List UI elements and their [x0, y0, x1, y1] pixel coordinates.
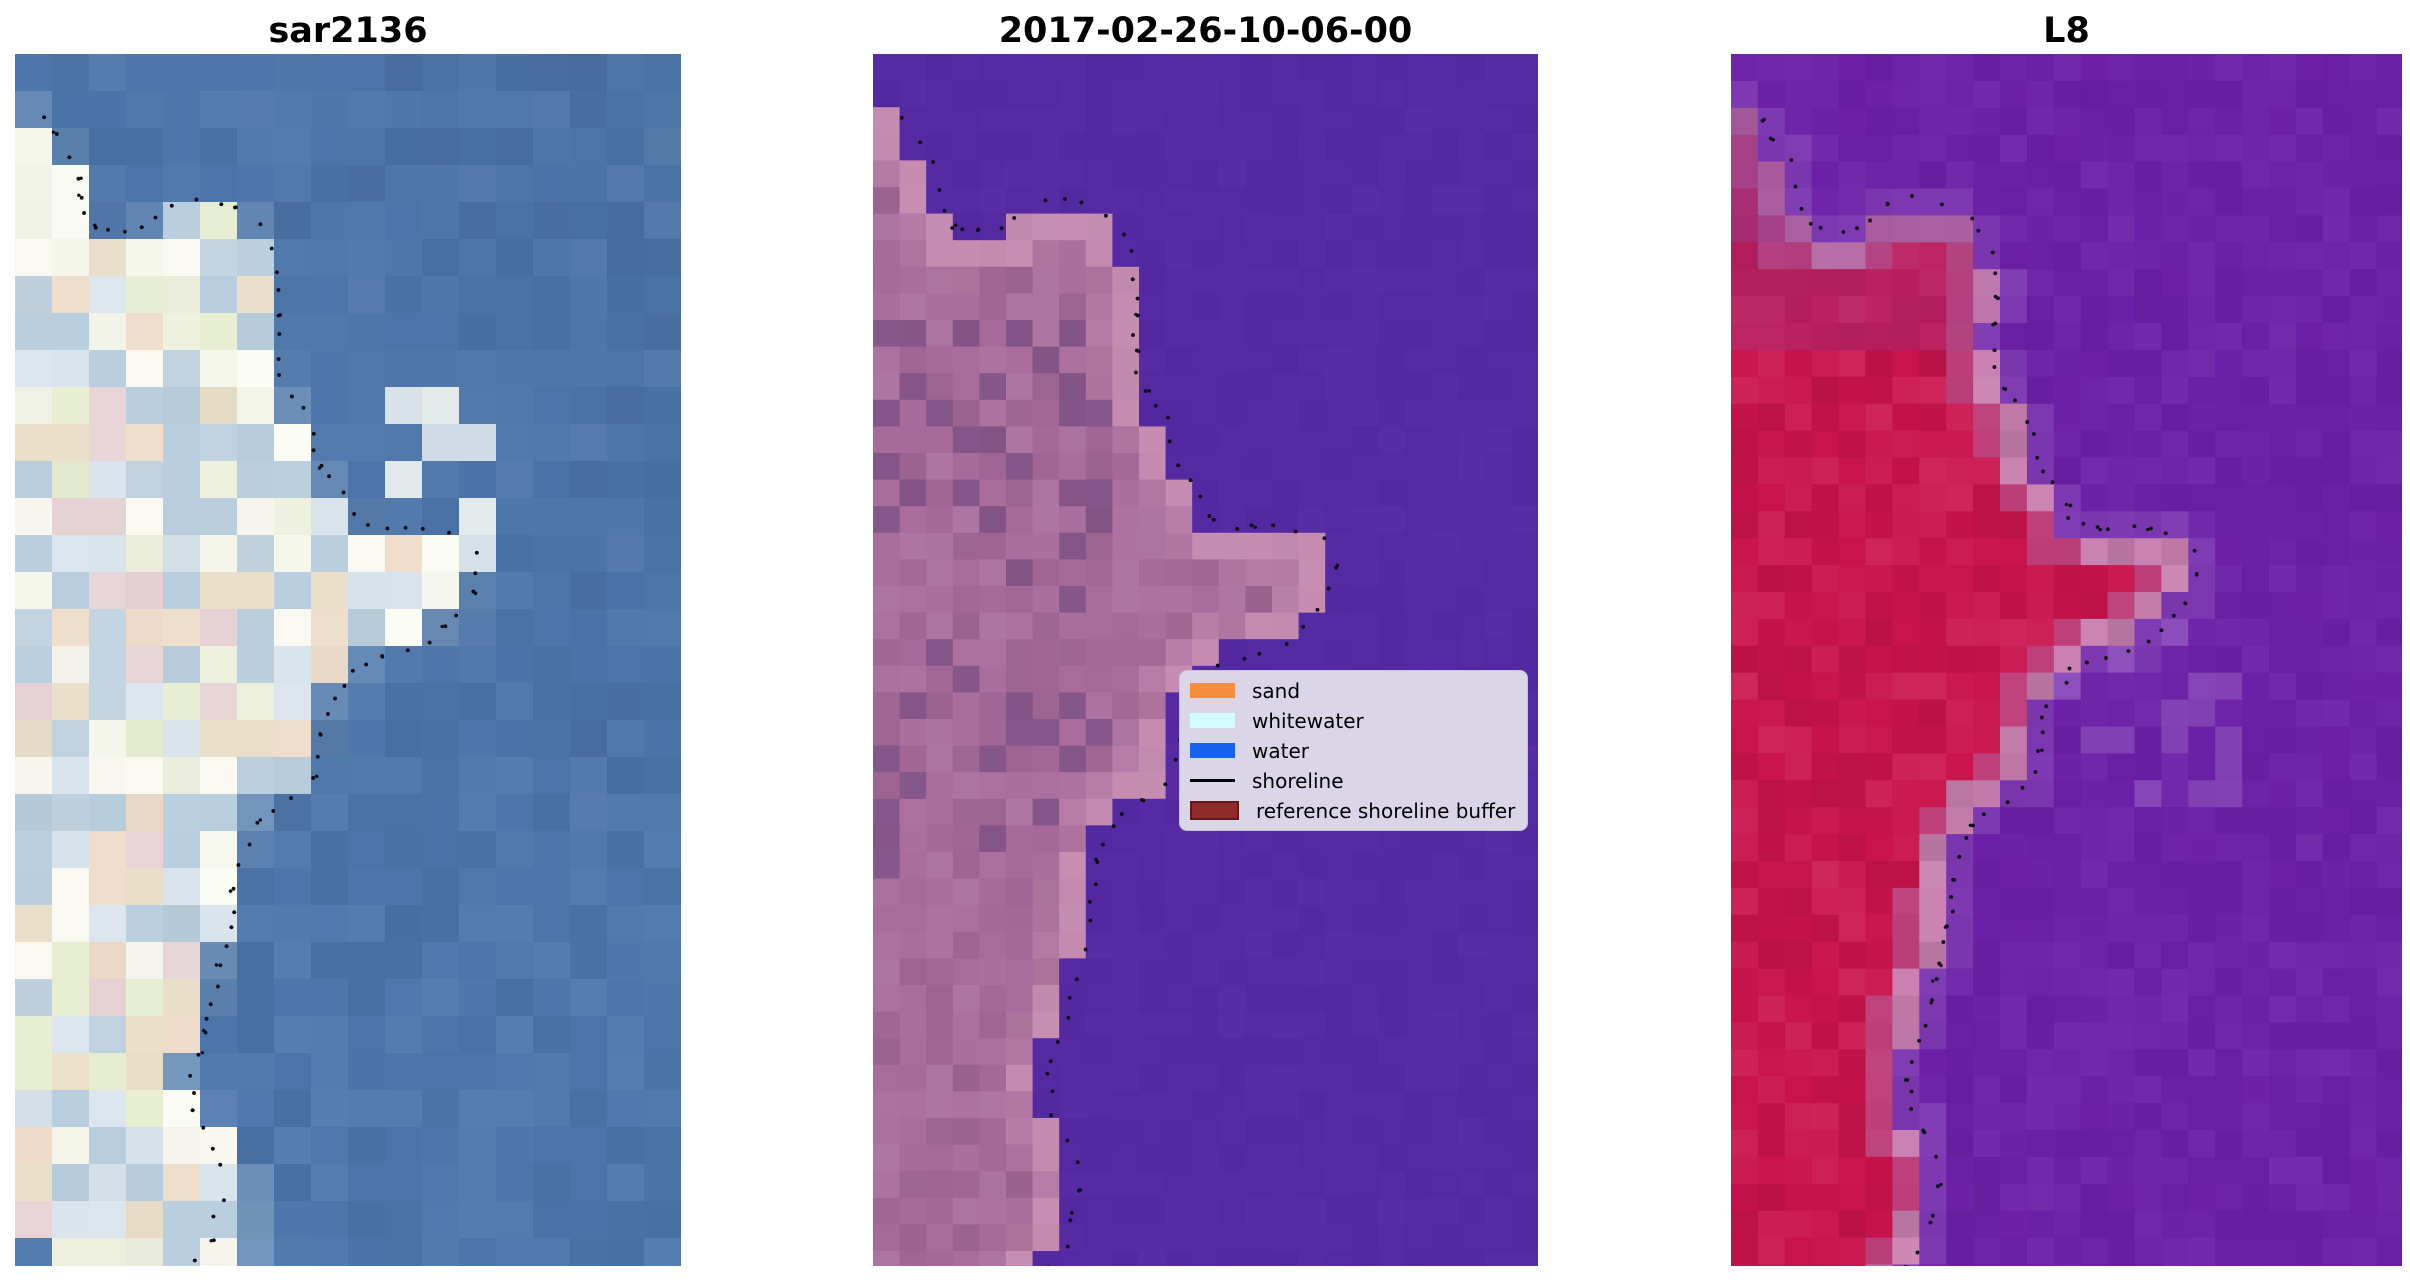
- panel-title-sar2136: sar2136: [268, 11, 428, 51]
- shoreline-line-swatch: [1190, 779, 1235, 782]
- legend-item-water: water: [1190, 736, 1517, 766]
- sand-swatch: [1190, 683, 1235, 698]
- legend-label: reference shoreline buffer: [1256, 798, 1516, 823]
- panel-title-l8: L8: [2043, 11, 2090, 51]
- whitewater-swatch: [1190, 713, 1235, 728]
- panel-title-date: 2017-02-26-10-06-00: [998, 11, 1413, 51]
- legend: sand whitewater water shoreline referenc…: [1179, 670, 1528, 831]
- water-swatch: [1190, 743, 1235, 758]
- legend-item-reference-shoreline-buffer: reference shoreline buffer: [1190, 796, 1517, 826]
- legend-label: water: [1252, 738, 1309, 763]
- legend-label: sand: [1252, 678, 1301, 703]
- legend-label: shoreline: [1252, 768, 1344, 793]
- legend-item-sand: sand: [1190, 676, 1517, 706]
- legend-item-whitewater: whitewater: [1190, 706, 1517, 736]
- l8-image-canvas: [1731, 54, 2402, 1266]
- legend-label: whitewater: [1252, 708, 1364, 733]
- reference-shoreline-buffer-swatch: [1190, 801, 1239, 820]
- classification-image-canvas: [873, 54, 1538, 1266]
- sar2136-image-canvas: [15, 54, 681, 1266]
- legend-item-shoreline: shoreline: [1190, 766, 1517, 796]
